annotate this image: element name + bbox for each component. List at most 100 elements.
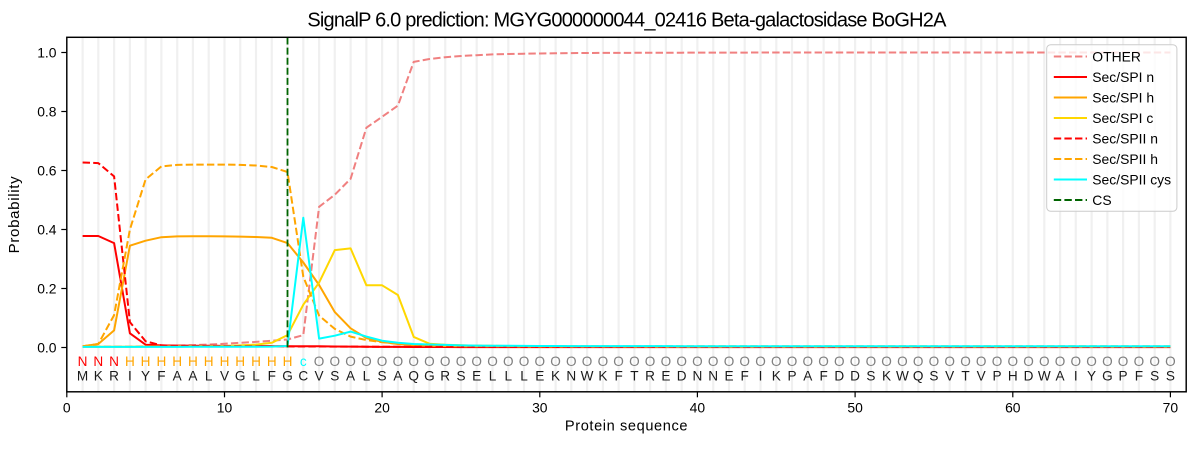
- svg-text:A: A: [803, 369, 813, 384]
- svg-text:V: V: [315, 369, 324, 384]
- svg-text:N: N: [109, 354, 119, 369]
- svg-text:O: O: [803, 354, 814, 369]
- svg-text:H: H: [283, 354, 293, 369]
- svg-text:S: S: [929, 369, 938, 384]
- svg-text:O: O: [913, 354, 924, 369]
- svg-text:O: O: [676, 354, 687, 369]
- svg-text:P: P: [992, 369, 1001, 384]
- svg-text:O: O: [1118, 354, 1129, 369]
- svg-text:O: O: [850, 354, 861, 369]
- svg-text:O: O: [787, 354, 798, 369]
- svg-text:Sec/SPII h: Sec/SPII h: [1092, 151, 1158, 167]
- svg-text:H: H: [1008, 369, 1018, 384]
- svg-text:1.0: 1.0: [37, 45, 57, 61]
- svg-text:O: O: [519, 354, 530, 369]
- svg-text:V: V: [977, 369, 986, 384]
- svg-text:H: H: [204, 354, 214, 369]
- svg-text:N: N: [692, 369, 702, 384]
- svg-text:O: O: [424, 354, 435, 369]
- svg-text:O: O: [739, 354, 750, 369]
- svg-text:V: V: [220, 369, 229, 384]
- svg-text:O: O: [345, 354, 356, 369]
- svg-text:T: T: [630, 369, 638, 384]
- svg-text:F: F: [741, 369, 749, 384]
- svg-text:O: O: [1008, 354, 1019, 369]
- svg-text:D: D: [834, 369, 844, 384]
- svg-text:S: S: [378, 369, 387, 384]
- svg-text:Sec/SPI c: Sec/SPI c: [1092, 110, 1153, 126]
- svg-text:L: L: [363, 369, 371, 384]
- svg-text:I: I: [1074, 369, 1078, 384]
- svg-text:H: H: [188, 354, 198, 369]
- svg-text:40: 40: [690, 399, 706, 415]
- svg-text:F: F: [819, 369, 827, 384]
- svg-text:H: H: [267, 354, 277, 369]
- svg-text:K: K: [551, 369, 560, 384]
- svg-text:0: 0: [63, 399, 71, 415]
- svg-text:L: L: [520, 369, 528, 384]
- svg-text:Y: Y: [141, 369, 150, 384]
- svg-text:N: N: [566, 369, 576, 384]
- svg-text:G: G: [235, 369, 246, 384]
- svg-text:10: 10: [217, 399, 233, 415]
- svg-text:Q: Q: [408, 369, 419, 384]
- svg-text:20: 20: [374, 399, 390, 415]
- svg-text:O: O: [456, 354, 467, 369]
- svg-text:O: O: [834, 354, 845, 369]
- svg-text:H: H: [156, 354, 166, 369]
- svg-text:O: O: [377, 354, 388, 369]
- svg-text:60: 60: [1005, 399, 1021, 415]
- svg-text:Sec/SPI h: Sec/SPI h: [1092, 89, 1154, 105]
- svg-text:K: K: [94, 369, 103, 384]
- svg-text:H: H: [125, 354, 135, 369]
- svg-text:O: O: [487, 354, 498, 369]
- svg-text:H: H: [172, 354, 182, 369]
- svg-text:C: C: [298, 369, 308, 384]
- svg-text:H: H: [251, 354, 261, 369]
- svg-text:O: O: [960, 354, 971, 369]
- svg-text:0.2: 0.2: [37, 281, 57, 297]
- svg-text:O: O: [566, 354, 577, 369]
- svg-text:E: E: [724, 369, 733, 384]
- svg-text:F: F: [157, 369, 165, 384]
- svg-text:0.4: 0.4: [37, 222, 57, 238]
- svg-text:F: F: [614, 369, 622, 384]
- svg-text:CS: CS: [1092, 192, 1111, 208]
- svg-text:O: O: [1149, 354, 1160, 369]
- svg-text:R: R: [645, 369, 655, 384]
- svg-text:SignalP 6.0 prediction: MGYG00: SignalP 6.0 prediction: MGYG000000044_02…: [307, 10, 947, 32]
- svg-text:E: E: [535, 369, 544, 384]
- svg-text:O: O: [582, 354, 593, 369]
- svg-text:O: O: [976, 354, 987, 369]
- svg-text:L: L: [505, 369, 513, 384]
- svg-text:R: R: [440, 369, 450, 384]
- svg-text:Y: Y: [1087, 369, 1096, 384]
- svg-text:K: K: [772, 369, 781, 384]
- svg-text:O: O: [471, 354, 482, 369]
- svg-text:Sec/SPI n: Sec/SPI n: [1092, 69, 1154, 85]
- svg-text:O: O: [1039, 354, 1050, 369]
- svg-text:P: P: [787, 369, 796, 384]
- svg-text:O: O: [503, 354, 514, 369]
- svg-text:O: O: [440, 354, 451, 369]
- svg-text:L: L: [252, 369, 260, 384]
- svg-text:Q: Q: [913, 369, 924, 384]
- svg-text:O: O: [1165, 354, 1176, 369]
- svg-text:O: O: [1023, 354, 1034, 369]
- svg-text:S: S: [1166, 369, 1175, 384]
- svg-text:H: H: [235, 354, 245, 369]
- svg-text:O: O: [724, 354, 735, 369]
- svg-text:S: S: [330, 369, 339, 384]
- svg-text:S: S: [866, 369, 875, 384]
- svg-text:G: G: [282, 369, 293, 384]
- svg-text:O: O: [1134, 354, 1145, 369]
- svg-text:O: O: [408, 354, 419, 369]
- svg-text:O: O: [1102, 354, 1113, 369]
- svg-text:A: A: [346, 369, 356, 384]
- svg-text:O: O: [550, 354, 561, 369]
- svg-text:S: S: [456, 369, 465, 384]
- svg-text:O: O: [661, 354, 672, 369]
- svg-text:D: D: [1024, 369, 1034, 384]
- svg-text:O: O: [361, 354, 372, 369]
- svg-text:O: O: [613, 354, 624, 369]
